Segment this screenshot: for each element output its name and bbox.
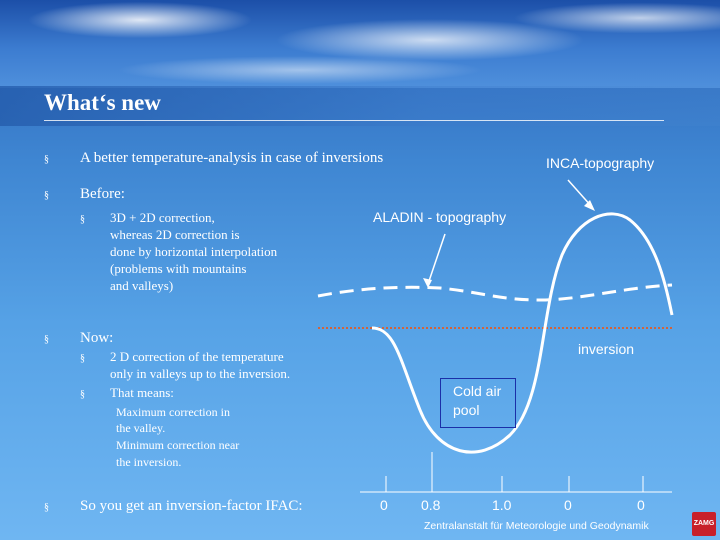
bullet-marker: § — [44, 502, 49, 513]
detail-line-1: Maximum correction in — [116, 405, 230, 419]
bullet-better-analysis: A better temperature-analysis in case of… — [80, 150, 384, 166]
cold-air-pool-box — [440, 378, 516, 428]
now-that-means: That means: — [110, 385, 174, 400]
bullet-marker: § — [44, 334, 49, 345]
before-line-5: and valleys) — [110, 278, 174, 293]
inca-label: INCA-topography — [546, 155, 655, 171]
bullet-marker: § — [80, 389, 85, 400]
bullet-ifac: So you get an inversion-factor IFAC: — [80, 498, 303, 514]
title-band — [0, 86, 720, 126]
bullet-now: Now: — [80, 330, 114, 346]
bullet-marker: § — [80, 353, 85, 364]
footer-institution: Zentralanstalt für Meteorologie und Geod… — [424, 520, 649, 532]
slide-title: What‘s new — [44, 90, 161, 115]
detail-line-4: the inversion. — [116, 455, 182, 469]
inca-arrowhead — [584, 200, 595, 211]
sky-header-image — [0, 0, 720, 88]
cold-air-label-1: Cold air — [453, 383, 502, 399]
bullet-marker: § — [44, 154, 49, 165]
before-line-4: (problems with mountains — [110, 261, 247, 276]
before-line-3: done by horizontal interpolation — [110, 244, 278, 259]
ifac-value: 0 — [637, 497, 645, 513]
inversion-label: inversion — [578, 341, 635, 357]
ifac-value: 0.8 — [421, 497, 441, 513]
aladin-label: ALADIN - topography — [373, 209, 507, 225]
before-line-1: 3D + 2D correction, — [110, 210, 215, 225]
aladin-topography-line — [317, 283, 673, 302]
detail-line-2: the valley. — [116, 421, 166, 435]
aladin-arrowhead — [423, 278, 432, 288]
ifac-value: 0 — [564, 497, 572, 513]
before-line-2: whereas 2D correction is — [110, 227, 240, 242]
bullet-marker: § — [80, 214, 85, 225]
inca-topography-line — [371, 212, 674, 454]
detail-line-3: Minimum correction near — [116, 438, 240, 452]
aladin-arrow — [427, 233, 446, 285]
zamg-logo: ZAMG — [692, 512, 716, 536]
ifac-value: 1.0 — [492, 497, 512, 513]
now-line-1: 2 D correction of the temperature — [110, 349, 284, 364]
bullet-marker: § — [44, 190, 49, 201]
cold-air-label-2: pool — [453, 402, 480, 418]
bullet-before: Before: — [80, 186, 125, 202]
ifac-value: 0 — [380, 497, 388, 513]
title-rule — [44, 120, 664, 121]
now-line-2: only in valleys up to the inversion. — [110, 366, 291, 381]
